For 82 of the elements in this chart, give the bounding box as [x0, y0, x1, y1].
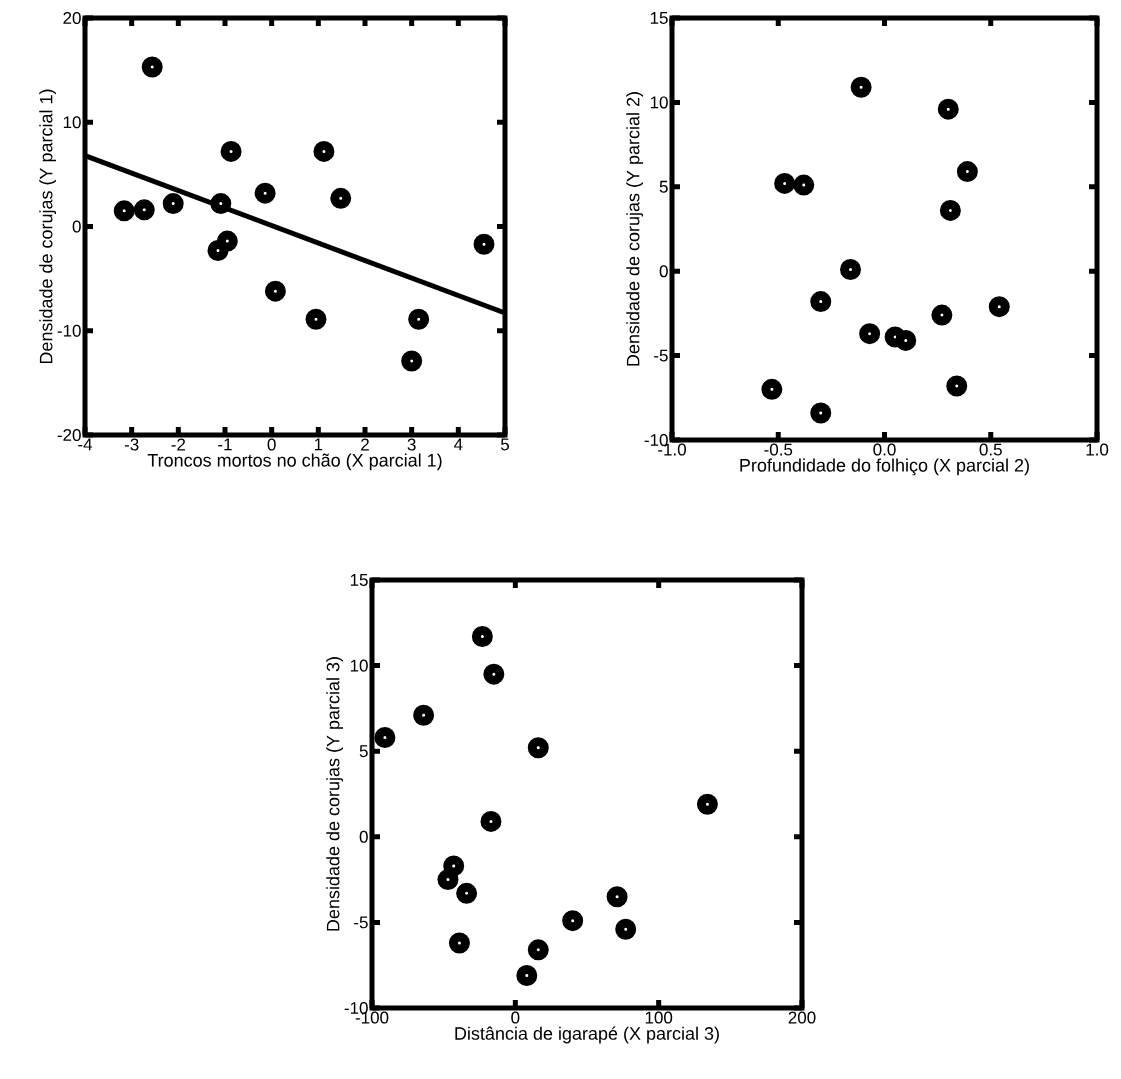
y-tick-label: 20 — [63, 11, 81, 25]
point — [937, 98, 959, 120]
point — [840, 259, 862, 281]
point — [810, 402, 832, 424]
point — [264, 280, 286, 302]
point — [330, 187, 352, 209]
point — [527, 737, 549, 759]
x-tick-label: 0.5 — [979, 443, 1002, 456]
point — [413, 704, 435, 726]
point — [313, 140, 335, 162]
x-tick-label: 1.0 — [1086, 443, 1109, 456]
point — [931, 304, 953, 326]
point — [401, 350, 423, 372]
x-tick-label: 3 — [407, 438, 416, 451]
y-tick-label: 0 — [72, 220, 81, 233]
point — [562, 910, 584, 932]
point — [988, 296, 1010, 318]
point — [696, 793, 718, 815]
y-tick-label: 0 — [359, 830, 368, 843]
point — [615, 918, 637, 940]
x-axis-title: Troncos mortos no chão (X parcial 1) — [147, 453, 442, 471]
point — [946, 375, 968, 397]
point — [527, 939, 549, 961]
point — [850, 76, 872, 98]
point — [305, 308, 327, 330]
x-tick-label: -0.5 — [764, 443, 793, 456]
x-tick-label: 0 — [267, 438, 276, 451]
point — [437, 869, 459, 891]
point — [456, 882, 478, 904]
point — [210, 193, 232, 215]
point — [810, 291, 832, 313]
y-tick-label: -5 — [654, 349, 668, 362]
y-axis-title: Densidade de corujas (Y parcial 3) — [326, 657, 344, 931]
y-axis-title: Densidade de corujas (Y parcial 2) — [626, 92, 644, 366]
point — [113, 200, 135, 222]
point — [956, 161, 978, 183]
point — [473, 233, 495, 255]
point — [774, 172, 796, 194]
x-tick-label: 1 — [314, 438, 323, 451]
point — [483, 663, 505, 685]
x-tick-label: 4 — [454, 438, 463, 451]
x-tick-label: 5 — [500, 438, 510, 451]
x-axis-title: Distância de igarapé (X parcial 3) — [455, 1026, 719, 1044]
point — [220, 140, 242, 162]
point — [141, 56, 163, 78]
x-tick-label: 0.0 — [873, 443, 896, 456]
y-tick-label: -5 — [354, 916, 368, 929]
point — [448, 932, 470, 954]
x-axis-title: Profundidade do folhiço (X parcial 2) — [740, 458, 1029, 476]
x-tick-label: -3 — [124, 438, 139, 451]
y-tick-label: 0 — [659, 265, 668, 278]
x-tick-label: 100 — [645, 1011, 673, 1024]
point — [374, 727, 396, 749]
x-tick-label: 200 — [788, 1011, 816, 1024]
point — [859, 323, 881, 345]
y-tick-label: 10 — [350, 659, 368, 672]
y-tick-label: 15 — [350, 574, 368, 586]
point — [793, 174, 815, 196]
point — [408, 308, 430, 330]
point — [480, 810, 502, 832]
x-tick-label: 0 — [511, 1011, 520, 1024]
point — [606, 886, 628, 908]
point — [133, 199, 155, 221]
point — [471, 626, 493, 648]
y-tick-label: 10 — [650, 96, 668, 109]
point — [162, 193, 184, 215]
x-tick-label: 2 — [361, 438, 369, 451]
x-tick-label: -2 — [171, 438, 186, 451]
y-axis-title: Densidade de corujas (Y parcial 1) — [39, 89, 57, 364]
y-tick-label: 5 — [359, 745, 368, 758]
point — [895, 329, 917, 351]
point — [254, 182, 276, 204]
point — [939, 199, 961, 221]
point — [443, 855, 465, 877]
point — [761, 378, 783, 400]
y-tick-label: 5 — [659, 180, 668, 193]
point — [516, 964, 538, 986]
y-tick-label: 15 — [650, 12, 668, 24]
y-tick-label: -10 — [57, 324, 81, 337]
x-tick-label: -1 — [218, 438, 232, 451]
point — [207, 239, 229, 261]
y-tick-label: 10 — [63, 116, 81, 129]
